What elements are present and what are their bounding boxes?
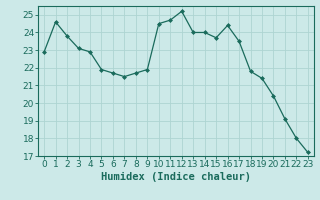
- X-axis label: Humidex (Indice chaleur): Humidex (Indice chaleur): [101, 172, 251, 182]
